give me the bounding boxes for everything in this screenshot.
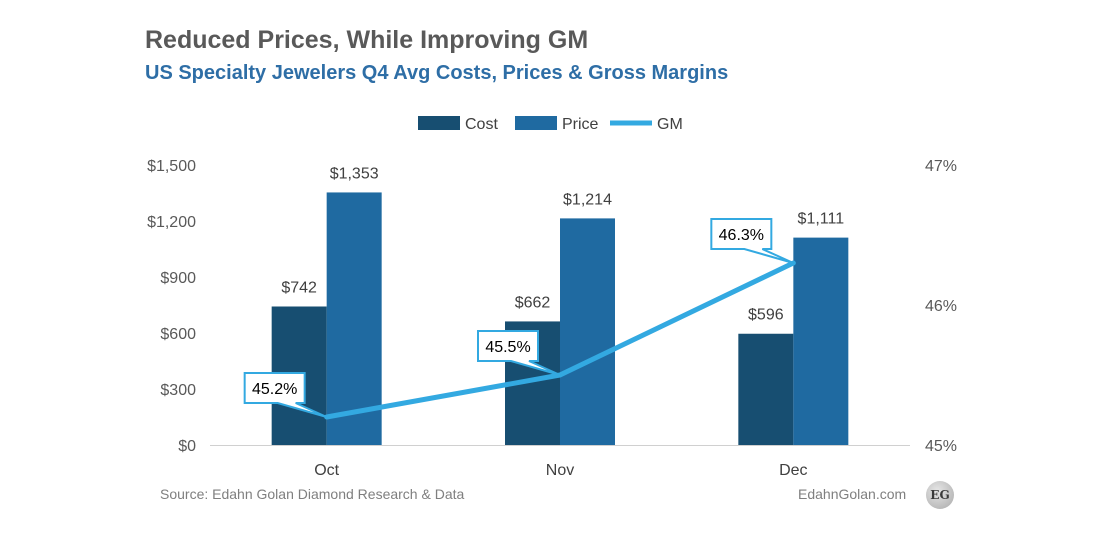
x-tick-label-nov: Nov	[546, 462, 574, 479]
data-label-cost: $662	[515, 294, 551, 311]
data-label-cost: $742	[281, 279, 317, 296]
data-label-price: $1,353	[330, 165, 379, 182]
y-left-tick-label: $0	[178, 438, 196, 455]
bar-cost-dec	[738, 333, 794, 445]
y-left-tick-label: $600	[160, 326, 196, 343]
gm-callout-box	[477, 330, 561, 376]
site-link[interactable]: EdahnGolan.com	[798, 486, 907, 502]
bar-price-nov	[560, 218, 615, 445]
data-label-cost: $596	[748, 307, 784, 324]
y-left-tick-label: $1,200	[147, 214, 196, 231]
chart-title: Reduced Prices, While Improving GM	[145, 26, 589, 54]
bar-price-dec	[793, 237, 849, 445]
eg-logo: EG	[926, 481, 954, 509]
y-left-tick-label: $900	[160, 270, 196, 287]
x-tick-label-oct: Oct	[314, 462, 339, 479]
gm-data-label: 46.3%	[719, 227, 764, 244]
y-left-tick-label: $300	[160, 382, 196, 399]
legend-swatch-price	[515, 116, 557, 130]
legend-label-price: Price	[562, 116, 599, 133]
data-label-price: $1,111	[798, 211, 845, 228]
gm-data-label: 45.5%	[485, 339, 530, 356]
source-note: Source: Edahn Golan Diamond Research & D…	[160, 486, 465, 502]
y-right-tick-label: 46%	[925, 298, 957, 315]
legend-swatch-cost	[418, 116, 460, 130]
data-label-price: $1,214	[563, 191, 612, 208]
gm-callout-box	[710, 218, 794, 264]
gm-data-label: 45.2%	[252, 381, 297, 398]
bar-price-oct	[326, 192, 382, 445]
y-left-tick-label: $1,500	[147, 158, 196, 175]
gm-callout-box	[243, 372, 328, 418]
chart-subtitle: US Specialty Jewelers Q4 Avg Costs, Pric…	[145, 62, 729, 84]
legend-label-cost: Cost	[465, 116, 498, 133]
y-right-tick-label: 47%	[925, 158, 957, 175]
y-right-tick-label: 45%	[925, 438, 957, 455]
legend-label-gm: GM	[657, 116, 683, 133]
x-tick-label-dec: Dec	[779, 462, 807, 479]
